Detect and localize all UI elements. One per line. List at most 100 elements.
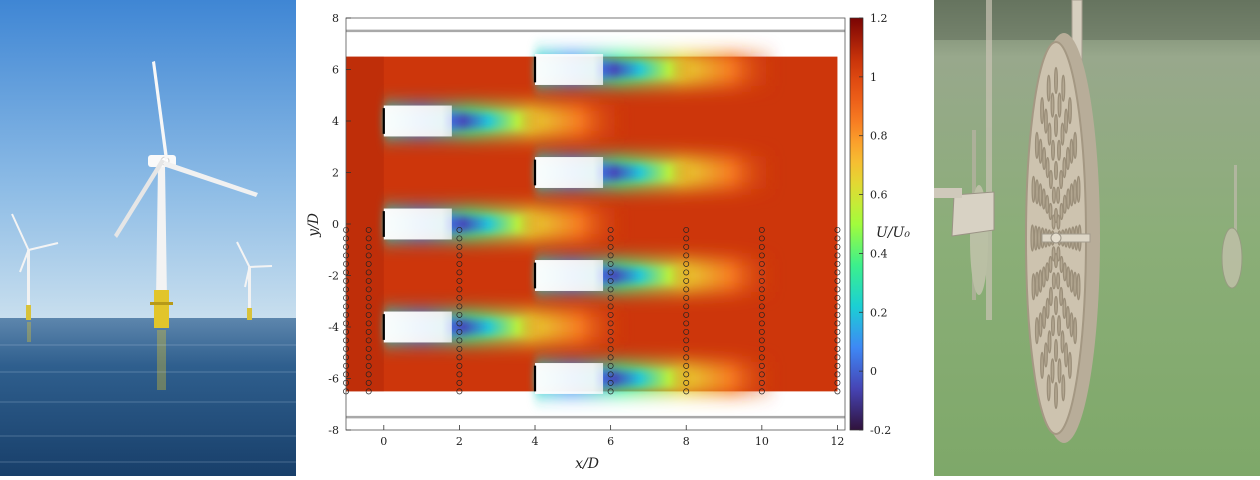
disc-hole (1064, 108, 1069, 134)
measurement-point (365, 277, 372, 284)
measurement-point (607, 252, 614, 259)
measurement-point (456, 269, 463, 276)
colorbar-tick-label: 0.6 (870, 189, 888, 202)
measurement-point (683, 235, 690, 242)
measurement-point (758, 371, 765, 378)
disc-hole (1065, 305, 1070, 330)
measurement-point (758, 277, 765, 284)
measurement-point (834, 311, 841, 318)
measurement-point (607, 277, 614, 284)
measurement-point (834, 328, 841, 335)
measurement-point (683, 243, 690, 250)
measurement-point (365, 243, 372, 250)
disc-hole (1037, 226, 1042, 250)
y-tick-label: -4 (328, 321, 339, 334)
measurement-point (607, 354, 614, 361)
y-tick-label: 8 (332, 12, 339, 25)
measurement-point (758, 243, 765, 250)
measurement-point (456, 379, 463, 386)
measurement-point (607, 371, 614, 378)
unmeasured-near-wake (383, 208, 452, 240)
disc-hole (1066, 188, 1071, 210)
measurement-point (834, 252, 841, 259)
colorbar-tick-label: 0.2 (870, 306, 888, 319)
wake-core (444, 216, 543, 232)
colorbar: -0.2 0 0.2 0.4 0.6 0.8 1 1.2 U/U₀ (849, 12, 910, 437)
disc-hole (1047, 330, 1052, 354)
disc-hole (1073, 131, 1078, 159)
measurement-point (365, 379, 372, 386)
measurement-point (456, 303, 463, 310)
disc-hole (1040, 96, 1045, 125)
measurement-point (683, 311, 690, 318)
measurement-point (683, 303, 690, 310)
measurement-point (456, 243, 463, 250)
disc-hole (1042, 305, 1047, 330)
disc-hole (1064, 342, 1069, 368)
measurement-point (834, 269, 841, 276)
disc-hole (1053, 338, 1058, 363)
measurement-point (607, 243, 614, 250)
far-turbine-left (11, 213, 59, 320)
wake-core (595, 61, 694, 78)
measurement-point (758, 286, 765, 293)
measurement-point (683, 260, 690, 267)
measurement-point (365, 260, 372, 267)
disc-hole (1043, 342, 1048, 368)
plot-area: 0 2 4 6 8 10 12 -8 -6 -4 -2 0 2 4 6 8 (328, 12, 846, 448)
turbine-wake-1 (382, 104, 630, 138)
measurement-point (834, 243, 841, 250)
measurement-point (683, 337, 690, 344)
colorbar-tick-label: 0.8 (870, 130, 888, 143)
measurement-point (456, 354, 463, 361)
measurement-point (607, 294, 614, 301)
measurement-point (683, 379, 690, 386)
y-tick-label: 0 (332, 218, 339, 231)
disc-hole (1048, 255, 1053, 274)
measurement-point (758, 235, 765, 242)
measurement-point (456, 235, 463, 242)
disc-hole (1060, 122, 1065, 146)
disc-hole (1051, 186, 1056, 204)
measurement-point (456, 337, 463, 344)
turbine-wake-3 (382, 310, 630, 344)
measurement-point (365, 362, 372, 369)
disc-hole (1073, 271, 1078, 297)
wind-farm-illustration (0, 0, 296, 476)
measurement-point (365, 388, 372, 395)
disc-hole (1031, 175, 1036, 203)
disc-hole (1048, 286, 1053, 307)
measurement-point (683, 345, 690, 352)
disc-hole (1062, 262, 1067, 282)
disc-hole (1051, 272, 1056, 290)
measurement-point (758, 269, 765, 276)
upstream-region (346, 56, 384, 392)
disc-hole (1053, 113, 1058, 138)
disc-hole (1061, 374, 1066, 402)
measurement-point (365, 371, 372, 378)
measurement-point (456, 260, 463, 267)
measurement-point (365, 269, 372, 276)
measurement-point (607, 388, 614, 395)
measurement-point (834, 277, 841, 284)
y-axis-label: y/D (306, 213, 322, 238)
disc-hole (1034, 179, 1039, 205)
disc-hole (1050, 358, 1055, 384)
disc-hole (1062, 297, 1067, 319)
measurement-point (683, 388, 690, 395)
measurement-point (683, 371, 690, 378)
measurement-point (834, 294, 841, 301)
unmeasured-near-wake (535, 157, 604, 188)
measurement-point (834, 371, 841, 378)
measurement-point (683, 269, 690, 276)
measurement-point (683, 362, 690, 369)
disc-hole (1031, 273, 1036, 301)
measurement-point (456, 362, 463, 369)
disc-hole (1053, 381, 1058, 410)
wake-core (444, 319, 543, 335)
underwater-porous-disc-photo (934, 0, 1260, 476)
disc-hole (1051, 246, 1056, 262)
measurement-point (607, 269, 614, 276)
measurement-point (683, 286, 690, 293)
measurement-point (365, 320, 372, 327)
